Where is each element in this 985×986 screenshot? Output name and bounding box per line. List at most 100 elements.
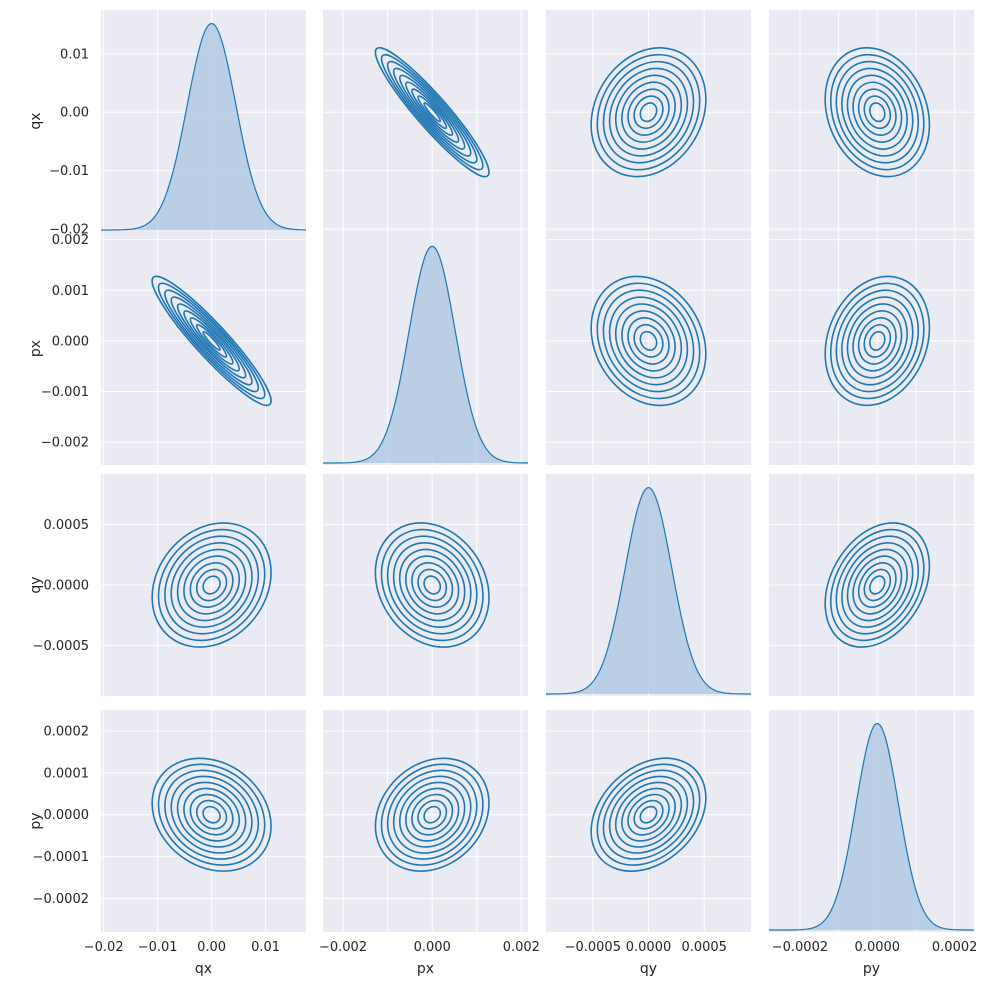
x-tick-label-py: −0.0002 [772, 940, 828, 955]
kde-contour-py-qx [189, 793, 234, 836]
kde-contour-qx-px [386, 60, 478, 164]
y-tick-label-py: 0.0001 [44, 766, 90, 781]
kde-contour-py-px [374, 757, 490, 872]
y-tick-label-qy: 0.0000 [44, 579, 90, 594]
y-tick-label-px: 0.001 [52, 284, 89, 299]
kde-contour-px-py [869, 330, 886, 351]
kde-contour-px-qy [590, 275, 707, 407]
kde-contour-py-qx [164, 769, 260, 860]
y-tick-label-qx: −0.02 [49, 223, 89, 238]
kde-contour-qx-px [423, 102, 442, 123]
panel-py-vs-qx [101, 710, 306, 932]
kde-contour-py-px [411, 793, 454, 836]
x-tick-label-qx: 0.01 [251, 940, 280, 955]
kde-contour-py-qx [202, 805, 221, 824]
kde-contour-px-qx [202, 330, 221, 351]
kde-contour-px-qx [151, 275, 272, 407]
x-axis-label-qx: qx [195, 961, 212, 977]
kde-contour-qy-px [411, 562, 454, 608]
x-tick-label-px: 0.000 [414, 940, 451, 955]
y-tick-label-px: 0.002 [52, 233, 89, 248]
kde-contour-qx-py [829, 53, 925, 171]
kde-contour-py-px [398, 781, 466, 848]
kde-contour-qx-py [835, 60, 920, 164]
x-axis-label-qy: qy [640, 961, 657, 977]
x-tick-label-qx: −0.01 [138, 940, 178, 955]
kde-contour-qx-qy [627, 88, 670, 136]
kde-contour-qy-py [846, 548, 908, 622]
panel-px-vs-qx [101, 232, 306, 465]
kde-contour-qx-qy [621, 81, 676, 143]
kde-contour-qy-px [374, 522, 490, 648]
kde-line-qx [101, 22, 306, 231]
x-tick-label-px: −0.002 [319, 940, 367, 955]
y-axis-label-qy: qy [28, 576, 44, 593]
y-tick-label-py: −0.0001 [33, 850, 89, 865]
kde-line-qy [546, 486, 751, 695]
kde-contour-qx-py [869, 102, 886, 123]
kde-line-px [323, 245, 529, 464]
kde-contour-px-qx [195, 323, 228, 358]
kde-contour-qx-px [411, 88, 454, 136]
kde-contour-px-qx [170, 296, 253, 386]
panel-qy-vs-px [323, 474, 528, 696]
kde-contour-qy-py [869, 575, 886, 595]
kde-line-py [769, 722, 974, 931]
panel-py-vs-qy [546, 710, 751, 932]
kde-contour-px-qy [627, 317, 670, 365]
x-tick-label-qy: 0.0005 [681, 940, 727, 955]
kde-contour-px-qy [633, 323, 664, 358]
kde-contour-py-px [405, 787, 460, 842]
panel-qy-vs-qx [101, 474, 306, 696]
kde-contour-qy-qx [189, 562, 234, 608]
panel-background [769, 10, 974, 232]
kde-contour-px-qx [183, 310, 240, 372]
kde-contour-py-qx [157, 763, 266, 866]
kde-contour-px-qx [157, 282, 266, 400]
y-axis-label-qx: qx [28, 112, 44, 129]
panel-px-vs-px [323, 232, 529, 465]
y-tick-label-py: 0.0002 [44, 724, 90, 739]
kde-contour-qy-py [852, 555, 903, 615]
y-tick-label-qy: 0.0005 [44, 518, 90, 533]
x-axis-label-py: py [863, 961, 880, 977]
kde-contour-px-py [824, 275, 931, 407]
kde-contour-qx-qy [596, 53, 701, 171]
kde-contour-px-qy [614, 303, 683, 379]
kde-contour-py-px [392, 775, 472, 854]
kde-contour-qy-qx [176, 548, 247, 622]
kde-contour-px-qx [189, 317, 234, 365]
kde-contour-qy-px [398, 548, 466, 622]
panel-py-vs-px [323, 710, 528, 932]
kde-contour-qy-px [392, 542, 472, 628]
kde-contour-py-qy [639, 805, 658, 824]
kde-contour-py-qy [596, 763, 701, 866]
panel-px-vs-py [769, 232, 974, 465]
kde-contour-qy-qx [183, 555, 241, 615]
kde-contour-qy-py [841, 542, 914, 628]
kde-contour-qx-px [398, 74, 466, 150]
panel-qy-vs-py [769, 474, 974, 696]
y-tick-label-qx: 0.00 [60, 106, 89, 121]
y-tick-label-py: 0.0000 [44, 808, 90, 823]
kde-contour-py-qy [633, 799, 664, 830]
kde-contour-qy-px [417, 568, 448, 602]
kde-fill-qx [101, 23, 306, 230]
kde-contour-qy-px [405, 555, 460, 615]
x-tick-label-px: 0.002 [503, 940, 540, 955]
kde-contour-qx-py [852, 81, 903, 143]
panel-qx-vs-qx [101, 10, 306, 232]
kde-contour-px-py [852, 310, 903, 372]
y-tick-label-qx: 0.01 [60, 47, 89, 62]
panel-qy-vs-qy [546, 474, 751, 696]
kde-contour-px-py [857, 317, 897, 365]
kde-contour-qy-qx [202, 575, 221, 595]
y-tick-label-qy: −0.0005 [33, 639, 89, 654]
x-axis-label-px: px [417, 961, 434, 977]
kde-contour-py-px [386, 769, 478, 860]
kde-contour-py-qy [608, 775, 689, 854]
kde-contour-qy-qx [157, 528, 266, 642]
kde-contour-qy-py [863, 568, 892, 602]
kde-contour-qx-px [374, 46, 490, 178]
